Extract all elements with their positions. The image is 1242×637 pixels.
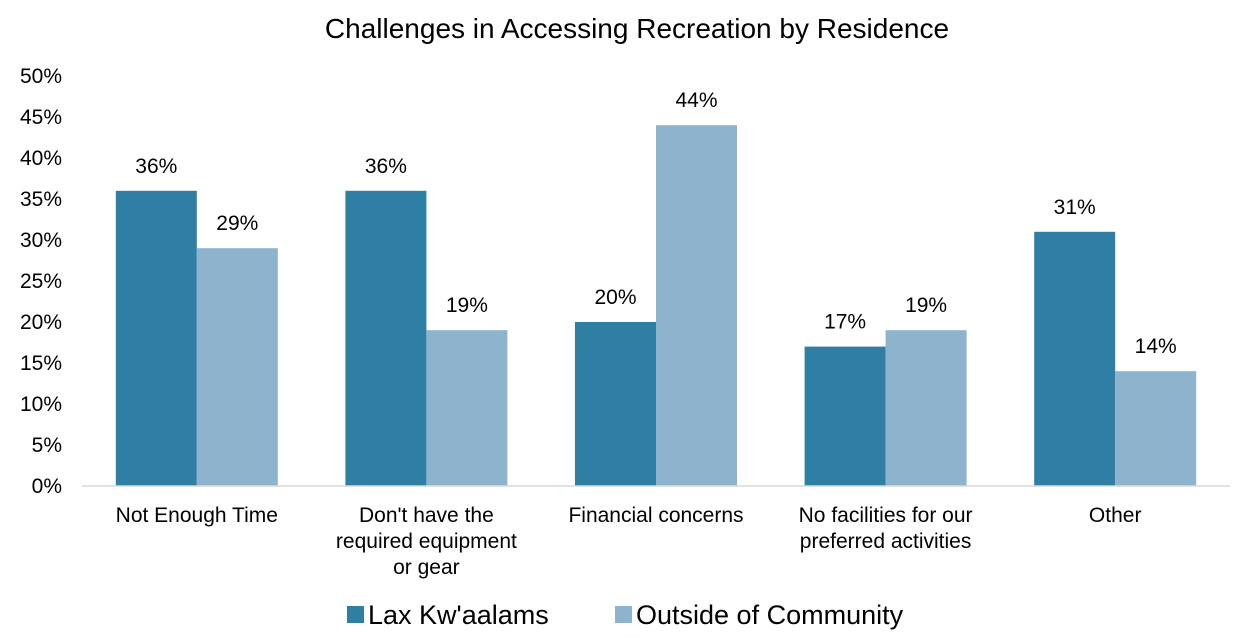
category-label-line: or gear <box>393 556 460 579</box>
bar-lax-kwaalams <box>804 346 886 486</box>
legend-label: Lax Kw'aalams <box>368 600 549 630</box>
bar-lax-kwaalams <box>575 322 656 486</box>
category-label-line: No facilities for our <box>799 504 973 527</box>
y-tick-label: 40% <box>20 147 62 170</box>
bar-outside-of-community <box>196 248 278 486</box>
category-label: Not Enough Time <box>116 504 278 527</box>
y-tick-label: 20% <box>20 311 62 334</box>
category-label-line: Other <box>1089 504 1142 527</box>
category-label-line: Don't have the <box>359 504 494 527</box>
y-tick-label: 25% <box>20 270 62 293</box>
y-tick-label: 0% <box>32 475 62 498</box>
category-label: No facilities for our preferred activitie… <box>799 504 973 553</box>
chart-title: Challenges in Accessing Recreation by Re… <box>325 13 949 44</box>
x-axis: Not Enough Time Don't have the required eq… <box>116 504 1142 579</box>
category-label: Don't have the required equipment or gear <box>336 504 517 579</box>
bars <box>115 125 1197 487</box>
y-tick-label: 45% <box>20 106 62 129</box>
data-label: 44% <box>675 89 717 112</box>
data-label: 31% <box>1054 196 1096 219</box>
y-tick-label: 15% <box>20 352 62 375</box>
category-label: Financial concerns <box>568 504 743 527</box>
y-tick-label: 5% <box>32 434 62 457</box>
y-tick-label: 35% <box>20 188 62 211</box>
category-label: Other <box>1089 504 1142 527</box>
data-label: 36% <box>135 155 177 178</box>
data-label: 36% <box>365 155 407 178</box>
bar-outside-of-community <box>426 330 508 486</box>
data-label: 19% <box>905 294 947 317</box>
data-label: 29% <box>216 212 258 235</box>
data-labels: 36% 29% 36% 19% 20% 44% 17% 19% 31% 14% <box>135 89 1176 358</box>
category-label-line: Financial concerns <box>568 504 743 527</box>
legend: Lax Kw'aalams Outside of Community <box>347 600 904 630</box>
category-label-line: required equipment <box>336 530 517 553</box>
bar-lax-kwaalams <box>1034 231 1116 486</box>
data-label: 14% <box>1135 335 1177 358</box>
category-label-line: Not Enough Time <box>116 504 278 527</box>
bar-outside-of-community <box>656 125 737 486</box>
legend-swatch <box>347 606 364 623</box>
category-label-line: preferred activities <box>800 530 972 553</box>
bar-outside-of-community <box>1115 371 1197 486</box>
data-label: 20% <box>594 286 636 309</box>
y-tick-label: 50% <box>20 65 62 88</box>
y-axis: 0% 5% 10% 15% 20% 25% 30% 35% 40% 45% 50% <box>20 65 62 498</box>
data-label: 19% <box>446 294 488 317</box>
legend-swatch <box>615 606 632 623</box>
data-label: 17% <box>824 311 866 334</box>
bar-lax-kwaalams <box>345 190 427 487</box>
legend-label: Outside of Community <box>636 600 904 630</box>
y-tick-label: 10% <box>20 393 62 416</box>
bar-outside-of-community <box>885 330 967 486</box>
y-tick-label: 30% <box>20 229 62 252</box>
bar-lax-kwaalams <box>115 190 197 487</box>
